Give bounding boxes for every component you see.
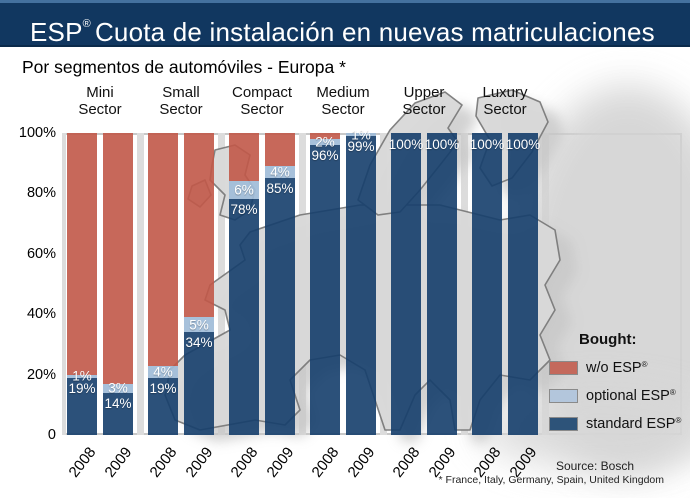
bar-value-label-standard: 34% (185, 335, 213, 351)
legend-swatch (549, 361, 578, 375)
sector-label-medium: Medium Sector (316, 84, 370, 118)
legend-swatch (549, 417, 578, 431)
x-axis-label-2009: 2009 (344, 444, 379, 481)
x-axis-label-2008: 2008 (389, 444, 424, 481)
stacked-bar-small-2008: 4% 19% (148, 133, 178, 435)
segment-standard-esp (427, 133, 457, 435)
sector-label-luxury: Luxury Sector (482, 84, 528, 118)
legend: Bought: w/o ESP® optional ESP® standard ES… (549, 331, 689, 444)
y-tick-label: 100% (18, 125, 56, 141)
stacked-bar-luxury-2008: 100% (469, 133, 505, 435)
segment-optional-esp (67, 374, 97, 378)
x-axis-label-2008: 2008 (227, 444, 262, 481)
brand-esp: ESP (30, 17, 83, 47)
bar-value-label-standard: 99% (347, 139, 375, 155)
y-tick-label: 80% (26, 185, 56, 202)
stacked-bar-compact-2008: 6% 78% (229, 133, 259, 435)
stacked-bar-compact-2009: 4% 85% (265, 133, 295, 435)
x-axis-label-2008: 2008 (65, 444, 100, 481)
stacked-bar-upper-2008: 100% (388, 133, 424, 435)
segment-without-esp (184, 133, 214, 318)
bar-value-label-optional: 1% (72, 368, 92, 384)
bar-value-label-standard: 19% (149, 380, 177, 396)
registered-mark: ® (641, 360, 648, 369)
y-tick-label: 20% (26, 366, 56, 383)
x-axis-label-2008: 2008 (146, 444, 181, 481)
bar-value-label-optional: 5% (189, 317, 209, 333)
x-axis-label-2009: 2009 (182, 444, 217, 481)
registered-mark: ® (669, 388, 676, 397)
legend-swatch (549, 389, 578, 403)
chart-subtitle: Por segmentos de automóviles - Europa * (22, 57, 346, 77)
x-axis-label-2009: 2009 (263, 444, 298, 481)
segment-standard-esp (346, 136, 376, 435)
sector-label-compact: Compact Sector (231, 84, 293, 118)
stacked-bar-mini-2008: 1% 19% (67, 133, 97, 435)
stacked-bar-medium-2009: 1% 99% (346, 127, 376, 435)
title-text: Cuota de instalación en nuevas matricula… (94, 17, 655, 47)
bar-value-label: 100% (388, 137, 424, 152)
bar-value-label: 100% (505, 137, 541, 152)
registered-mark: ® (82, 18, 91, 30)
segment-standard-esp (508, 133, 538, 435)
segment-standard-esp (472, 133, 502, 435)
segment-without-esp (229, 133, 259, 182)
legend-item-optional: optional ESP® (549, 388, 689, 404)
bar-value-label-optional: 4% (153, 364, 173, 380)
bar-value-label-standard: 19% (68, 380, 96, 396)
bar-value-label-standard: 85% (266, 181, 294, 197)
sector-label-mini: Mini Sector (78, 84, 122, 118)
stacked-bar-upper-2009: 100% (424, 133, 460, 435)
segment-standard-esp (310, 145, 340, 435)
legend-item-standard: standard ESP® (549, 416, 689, 432)
y-tick-label: 0 (47, 427, 56, 443)
segment-standard-esp (229, 199, 259, 435)
registered-mark: ® (675, 416, 682, 425)
bar-value-label-standard: 78% (230, 202, 258, 218)
bar-value-label-standard: 96% (311, 148, 339, 164)
sector-label-small: Small Sector (159, 84, 203, 118)
legend-label: standard ESP® (586, 416, 682, 432)
segment-optional-esp (265, 166, 295, 179)
y-tick-label: 40% (26, 306, 56, 323)
legend-items: w/o ESP® optional ESP® standard ESP® (549, 360, 689, 432)
segment-standard-esp (391, 133, 421, 435)
separator-strip (137, 133, 144, 435)
source-text: Source: Bosch (555, 459, 634, 473)
segment-without-esp (148, 133, 178, 366)
stacked-bar-small-2009: 5% 34% (184, 133, 214, 435)
legend-label: w/o ESP® (586, 360, 648, 376)
segment-without-esp (310, 133, 340, 140)
segment-standard-esp (67, 377, 97, 435)
bar-value-label: 100% (424, 137, 460, 152)
page-title: ESP® Cuota de instalación en nuevas matri… (30, 0, 655, 47)
footnote-text: * France, Italy, Germany, Spain, United … (438, 474, 664, 486)
stacked-bar-mini-2009: 3% 14% (103, 133, 133, 435)
bar-value-label-optional: 4% (270, 164, 290, 180)
bar-value-label-standard: 14% (104, 395, 132, 411)
bar-value-label: 100% (469, 137, 505, 152)
segment-optional-esp (310, 139, 340, 146)
header-bar: ESP® Cuota de instalación en nuevas matri… (0, 0, 690, 47)
y-tick-label: 60% (26, 245, 56, 262)
bar-value-label-optional: 2% (315, 134, 335, 150)
legend-item-wo: w/o ESP® (549, 360, 689, 376)
segment-without-esp (103, 133, 133, 384)
stacked-bar-luxury-2009: 100% (505, 133, 541, 435)
bar-value-label-optional: 3% (108, 380, 128, 396)
separator-strip (62, 133, 66, 435)
legend-title: Bought: (579, 331, 637, 348)
segment-without-esp (67, 133, 97, 375)
x-axis-label-2009: 2009 (101, 444, 136, 481)
segment-optional-esp (103, 383, 133, 393)
segment-standard-esp (103, 392, 133, 435)
stacked-bar-medium-2008: 2% 96% (310, 133, 340, 435)
x-axis-label-2008: 2008 (308, 444, 343, 481)
segment-standard-esp (265, 178, 295, 435)
segment-without-esp (265, 133, 295, 167)
legend-label: optional ESP® (586, 388, 676, 404)
bar-value-label-optional: 6% (234, 182, 254, 198)
